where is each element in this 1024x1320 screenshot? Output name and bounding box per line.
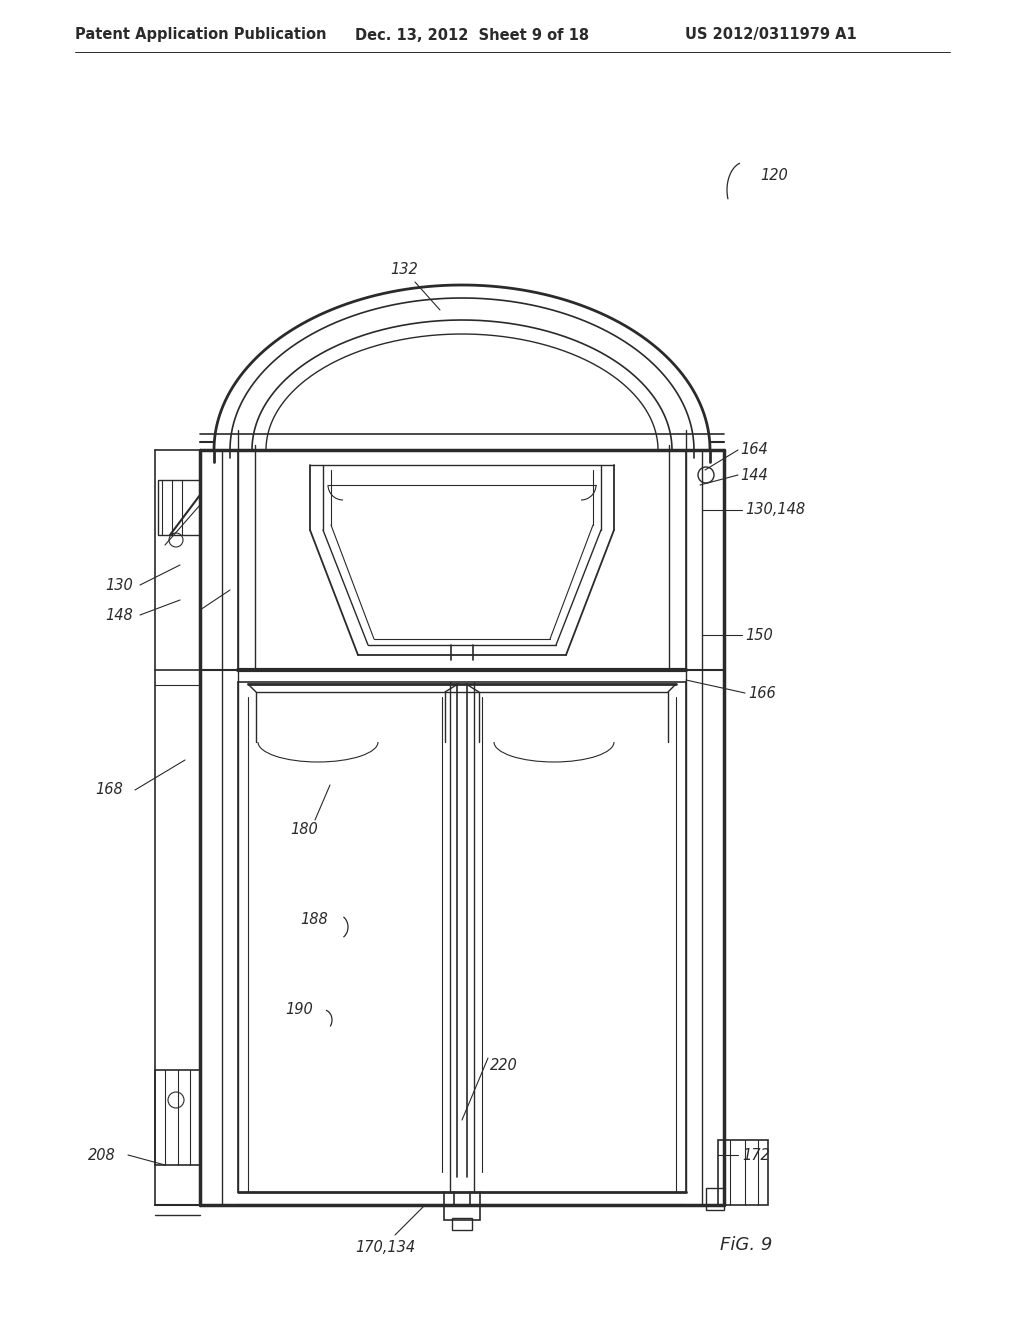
Bar [706,1188,724,1210]
Bar [452,1218,472,1230]
Text: 130: 130 [105,578,133,593]
Text: 188: 188 [300,912,328,928]
Text: FiG. 9: FiG. 9 [720,1236,772,1254]
Text: 130,148: 130,148 [745,503,805,517]
Text: 120: 120 [760,168,787,182]
Text: 132: 132 [390,263,418,277]
Text: 166: 166 [748,685,776,701]
Text: 150: 150 [745,627,773,643]
Text: 148: 148 [105,607,133,623]
Bar [158,480,200,535]
Text: 144: 144 [740,467,768,483]
Bar [155,1071,200,1166]
Text: 170,134: 170,134 [355,1239,415,1254]
Text: Dec. 13, 2012  Sheet 9 of 18: Dec. 13, 2012 Sheet 9 of 18 [355,28,589,42]
Text: 208: 208 [88,1147,116,1163]
Text: Patent Application Publication: Patent Application Publication [75,28,327,42]
Bar [444,1205,480,1220]
Text: 172: 172 [742,1147,770,1163]
Text: 164: 164 [740,442,768,458]
Text: 180: 180 [290,822,317,837]
Text: 168: 168 [95,783,123,797]
Text: 190: 190 [285,1002,312,1018]
Bar [718,1140,768,1205]
Text: US 2012/0311979 A1: US 2012/0311979 A1 [685,28,857,42]
Text: 220: 220 [490,1057,518,1072]
